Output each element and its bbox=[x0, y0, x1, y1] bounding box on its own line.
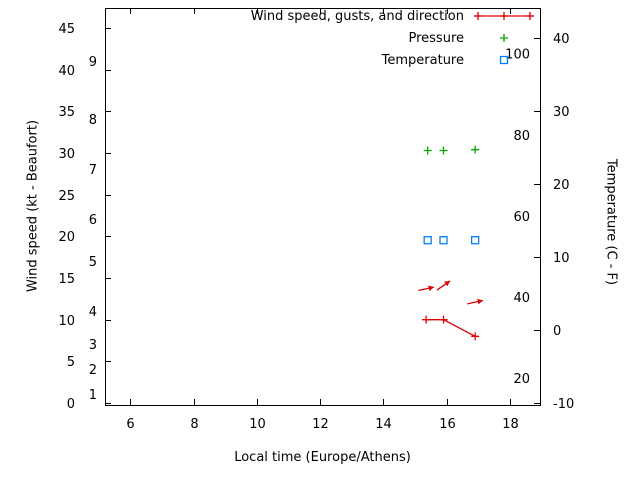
kt-tick-label: 15 bbox=[58, 272, 75, 287]
kt-tick-label: 10 bbox=[58, 314, 75, 329]
temperature-series bbox=[423, 236, 480, 245]
kt-tick-label: 20 bbox=[58, 230, 75, 245]
kt-tick-label: 45 bbox=[58, 22, 75, 37]
beaufort-label: 6 bbox=[89, 213, 97, 228]
x-tick-label: 6 bbox=[126, 417, 134, 432]
celsius-tick-label: 30 bbox=[553, 105, 570, 120]
celsius-tick-label: -10 bbox=[553, 397, 574, 412]
plot-border bbox=[105, 8, 541, 406]
kt-tick-label: 35 bbox=[58, 105, 75, 120]
x-tick-label: 16 bbox=[439, 417, 456, 432]
beaufort-label: 3 bbox=[89, 338, 97, 353]
x-axis-title: Local time (Europe/Athens) bbox=[234, 450, 411, 465]
wind-speed-series bbox=[422, 315, 480, 341]
legend-item-wind: Wind speed, gusts, and direction bbox=[230, 5, 536, 27]
legend-item-pressure: Pressure bbox=[230, 27, 536, 49]
beaufort-label: 9 bbox=[89, 55, 97, 70]
x-tick-label: 18 bbox=[502, 417, 519, 432]
kt-tick-label: 40 bbox=[58, 64, 75, 79]
celsius-tick-label: 40 bbox=[553, 32, 570, 47]
legend-label-temperature: Temperature bbox=[381, 52, 464, 68]
x-tick-label: 8 bbox=[190, 417, 198, 432]
x-tick-label: 14 bbox=[375, 417, 392, 432]
pressure-plus-marker-icon bbox=[500, 34, 508, 42]
kt-tick-label: 30 bbox=[58, 147, 75, 162]
fahrenheit-label: 40 bbox=[513, 291, 530, 306]
fahrenheit-label: 100 bbox=[505, 48, 530, 63]
beaufort-label: 2 bbox=[89, 363, 97, 378]
x-tick-label: 10 bbox=[249, 417, 266, 432]
celsius-tick-label: 10 bbox=[553, 251, 570, 266]
legend-label-wind: Wind speed, gusts, and direction bbox=[250, 8, 464, 24]
celsius-tick-label: 0 bbox=[553, 324, 561, 339]
kt-tick-label: 5 bbox=[67, 355, 75, 370]
beaufort-label: 1 bbox=[89, 388, 97, 403]
y-axis-right-title: Temperature (C - F) bbox=[603, 158, 619, 286]
temperature-square-marker-icon bbox=[499, 55, 509, 65]
beaufort-label: 7 bbox=[89, 163, 97, 178]
y-axis-left-title: Wind speed (kt - Beaufort) bbox=[25, 119, 41, 293]
beaufort-label: 4 bbox=[89, 305, 97, 320]
kt-tick-label: 0 bbox=[67, 397, 75, 412]
legend-item-temperature: Temperature bbox=[230, 49, 536, 71]
beaufort-label: 5 bbox=[89, 255, 97, 270]
legend: Wind speed, gusts, and direction Pressur… bbox=[230, 5, 536, 71]
kt-tick-label: 25 bbox=[58, 189, 75, 204]
wind-linepoints-marker-icon bbox=[474, 12, 534, 20]
fahrenheit-label: 80 bbox=[513, 129, 530, 144]
fahrenheit-label: 60 bbox=[513, 210, 530, 225]
celsius-tick-label: 20 bbox=[553, 178, 570, 193]
fahrenheit-label: 20 bbox=[513, 372, 530, 387]
beaufort-label: 8 bbox=[89, 113, 97, 128]
legend-label-pressure: Pressure bbox=[408, 30, 464, 46]
pressure-series bbox=[423, 145, 480, 155]
x-tick-label: 12 bbox=[312, 417, 329, 432]
wind-direction-arrows bbox=[418, 280, 484, 305]
